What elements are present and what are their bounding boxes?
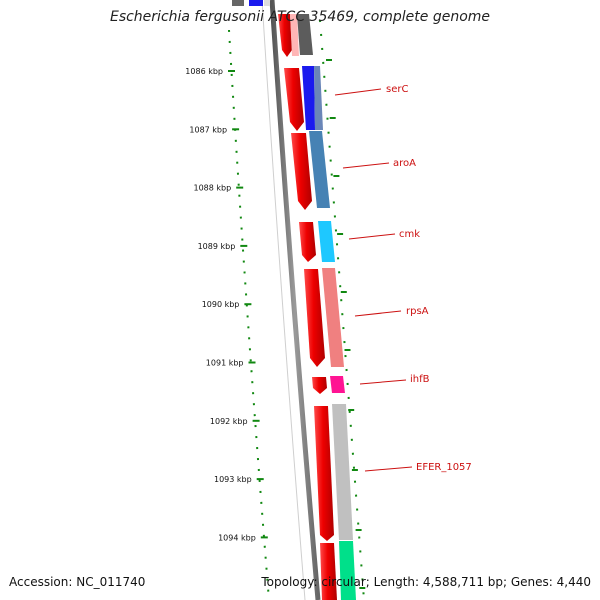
gene-block-cmk xyxy=(318,221,335,262)
gene-label-group-aroA: aroA xyxy=(342,158,416,169)
gene-label-EFER_1057: EFER_1057 xyxy=(416,462,472,473)
genome-summary-text: Topology: circular; Length: 4,588,711 bp… xyxy=(261,575,591,589)
cds-arrow xyxy=(299,222,316,262)
leader-line xyxy=(364,466,413,472)
ruler-tick-labels: 1086 kbp 1087 kbp 1088 kbp 1089 kbp 1090 kbp… xyxy=(185,67,256,542)
accession-text: Accession: NC_011740 xyxy=(9,575,146,589)
gene-block-EFER_1057 xyxy=(332,404,353,540)
gene-label-rpsA: rpsA xyxy=(406,306,429,317)
ruler-tick-label: 1090 kbp xyxy=(202,300,240,309)
gene-block-aroA xyxy=(309,131,330,208)
map-title: Escherichia fergusonii ATCC 35469, compl… xyxy=(109,9,491,25)
gene-label-group-serC: serC xyxy=(334,84,408,96)
gene-label-group-ihfB: ihfB xyxy=(359,374,430,385)
cds-arrow xyxy=(312,377,327,394)
cds-arrow xyxy=(314,406,334,541)
partial-feature-white-top xyxy=(264,0,270,6)
gene-label-ihfB: ihfB xyxy=(410,374,430,385)
ruler-tick-label: 1089 kbp xyxy=(198,242,236,251)
leader-line xyxy=(354,310,402,317)
cds-arrow xyxy=(291,133,312,210)
partial-feature-pink-top xyxy=(290,14,299,56)
gene-label-aroA: aroA xyxy=(393,158,416,169)
ruler-tick-label: 1094 kbp xyxy=(218,533,256,542)
leader-line xyxy=(359,379,407,385)
genome-backbone xyxy=(269,0,321,600)
partial-feature-blue-top xyxy=(249,0,263,6)
partial-feature-darkgray-top xyxy=(297,14,313,55)
gene-block-ihfB xyxy=(330,376,345,393)
ruler-tick-label: 1092 kbp xyxy=(210,417,248,426)
gene-block-bottom xyxy=(339,541,356,600)
gene-label-group-EFER_1057: EFER_1057 xyxy=(364,462,472,473)
cds-arrow xyxy=(320,543,337,600)
gene-block-serC xyxy=(302,66,315,130)
ruler-ticks xyxy=(228,59,366,589)
gene-label-group-cmk: cmk xyxy=(348,229,420,240)
ruler-tick-label: 1088 kbp xyxy=(193,184,231,193)
ruler-tick-label: 1091 kbp xyxy=(206,359,244,368)
cds-arrow-top xyxy=(278,14,292,57)
leader-line xyxy=(334,88,382,96)
cds-arrow xyxy=(284,68,304,131)
ruler-dotted-line xyxy=(228,29,270,600)
ruler-tick-label: 1093 kbp xyxy=(214,475,252,484)
leader-line xyxy=(348,233,396,240)
genome-backbone-inner xyxy=(261,0,306,600)
partial-feature-gray-top xyxy=(232,0,244,6)
gene-label-cmk: cmk xyxy=(399,229,420,240)
gene-block-rpsA xyxy=(322,268,344,367)
gene-label-group-rpsA: rpsA xyxy=(354,306,429,317)
gene-block-serC-shade xyxy=(314,66,323,130)
cds-arrow xyxy=(304,269,325,367)
ruler-tick-label: 1087 kbp xyxy=(189,125,227,134)
ruler-tick-label: 1086 kbp xyxy=(185,67,223,76)
leader-line xyxy=(342,162,390,169)
gene-label-serC: serC xyxy=(386,84,408,95)
